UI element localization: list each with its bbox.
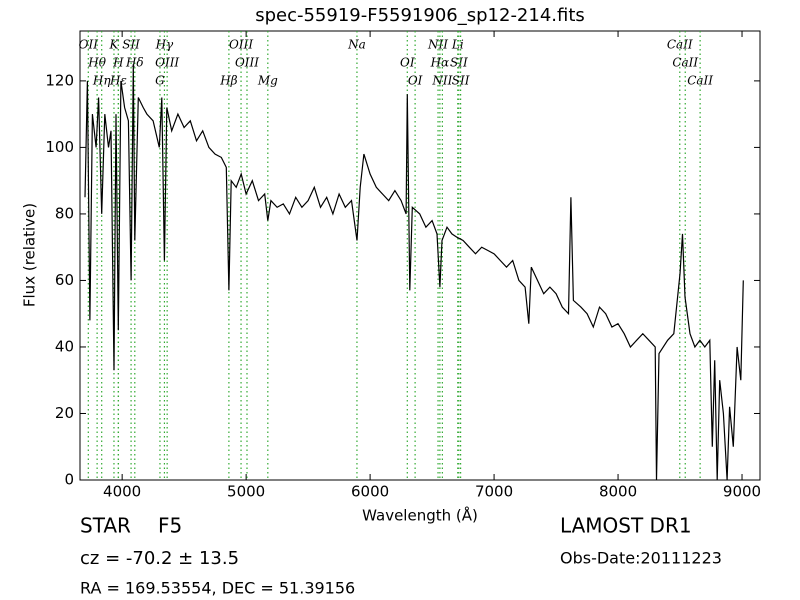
plot-frame [79, 30, 761, 481]
y-tick-label: 0 [64, 471, 74, 489]
spectral-line-label: Hδ [125, 56, 144, 70]
spectral-line-label: CaII [672, 56, 698, 70]
x-tick-label: 7000 [475, 483, 513, 501]
spectral-line-label: OI [400, 56, 415, 70]
survey-label: LAMOST DR1 [560, 514, 692, 538]
spectral-line-label: SII [122, 38, 140, 52]
spectral-line-label: K [108, 38, 119, 52]
redshift-label: cz = -70.2 ± 13.5 [80, 548, 239, 569]
y-tick-label: 40 [55, 337, 74, 355]
y-tick-label: 120 [45, 71, 74, 89]
spectral-line-label: Li [451, 38, 464, 52]
spectral-line-label: OII [79, 38, 99, 52]
obs-date-label: Obs-Date:20111223 [560, 549, 722, 568]
spectrum-line [84, 64, 744, 481]
spectral-line-label: OIII [229, 38, 253, 52]
spectral-line-label: NII [427, 38, 448, 52]
spectral-line-label: Hα [430, 56, 450, 70]
spectral-line-label: OIII [235, 56, 259, 70]
spectral-line-label: Hγ [155, 38, 174, 52]
x-axis-label: Wavelength (Å) [362, 506, 478, 525]
y-axis-label: Flux (relative) [21, 203, 39, 307]
spectral-line-label: Hβ [219, 74, 237, 88]
spectral-line-label: OI [408, 74, 423, 88]
spectral-line-label: CaII [687, 74, 713, 88]
x-tick-label: 8000 [599, 483, 637, 501]
spectral-line-label: Na [347, 38, 366, 52]
x-tick-label: 4000 [103, 483, 141, 501]
y-tick-label: 80 [55, 204, 74, 222]
subclass-label: F5 [158, 514, 182, 538]
spectral-line-label: Hε [109, 74, 127, 88]
x-tick-label: 9000 [723, 483, 761, 501]
spectral-line-label: G [155, 74, 165, 88]
y-tick-label: 20 [55, 404, 74, 422]
spectral-line-label: SII [452, 74, 470, 88]
spectral-line-label: CaII [667, 38, 693, 52]
y-tick-label: 100 [45, 138, 74, 156]
x-tick-label: 5000 [227, 483, 265, 501]
y-tick-label: 60 [55, 271, 74, 289]
spectral-line-label: SII [450, 56, 468, 70]
spectral-line-label: Hθ [87, 56, 106, 70]
spectral-line-label: Mg [257, 74, 278, 88]
spectral-line-label: Hη [92, 74, 111, 88]
x-tick-label: 6000 [351, 483, 389, 501]
spectral-line-label: NII [431, 74, 452, 88]
class-label: STAR [80, 514, 131, 538]
chart-title: spec-55919-F5591906_sp12-214.fits [255, 5, 585, 26]
spectral-line-label: OIII [155, 56, 179, 70]
coords-label: RA = 169.53554, DEC = 51.39156 [80, 579, 355, 598]
